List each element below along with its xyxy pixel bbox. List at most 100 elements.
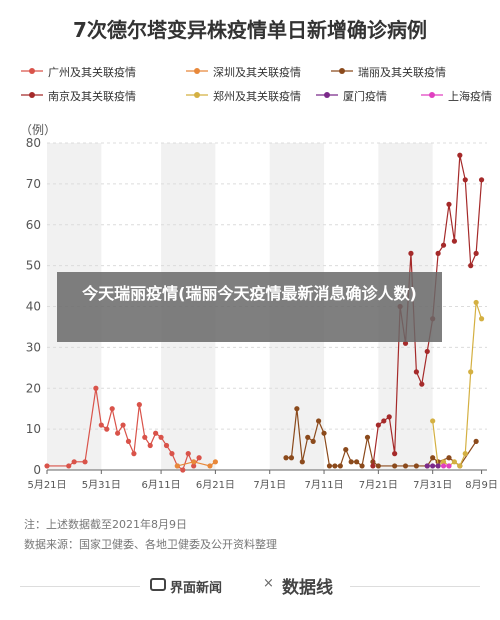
data-point	[207, 463, 213, 469]
legend-label: 南京及其关联疫情	[48, 90, 136, 103]
brand-shujuxian: 数据线	[282, 578, 333, 598]
legend-label: 上海疫情	[448, 90, 492, 103]
data-point	[392, 463, 398, 469]
data-point	[337, 463, 343, 469]
x-tick-label: 7月31日	[413, 479, 452, 491]
data-point	[153, 430, 159, 436]
title-overlay-banner: 今天瑞丽疫情(瑞丽今天疫情最新消息确诊人数)	[57, 272, 442, 342]
data-point	[125, 438, 132, 444]
legend-swatch-icon	[21, 92, 43, 98]
data-point	[169, 451, 175, 457]
x-tick-label: 6月11日	[142, 479, 181, 491]
data-point	[174, 463, 180, 469]
legend-swatch-icon	[186, 68, 208, 74]
data-point	[446, 463, 452, 469]
data-point	[147, 442, 153, 449]
data-point	[435, 463, 441, 469]
y-tick-label: 80	[26, 136, 41, 150]
legend-label: 深圳及其关联疫情	[213, 66, 301, 79]
series-line-4	[432, 302, 483, 468]
data-point	[343, 446, 349, 453]
data-point	[451, 459, 458, 465]
data-point	[115, 430, 121, 436]
data-point	[478, 316, 485, 322]
data-point	[430, 463, 436, 469]
y-tick-label: 30	[26, 340, 41, 354]
data-point	[446, 201, 452, 207]
x-tick-label: 7月11日	[304, 479, 343, 491]
legend-swatch-icon	[21, 68, 43, 74]
data-point	[354, 459, 360, 465]
data-point	[66, 463, 72, 469]
data-point	[451, 238, 458, 244]
chart-title: 7次德尔塔变异株疫情单日新增确诊病例	[73, 18, 427, 42]
x-tick-label: 6月21日	[196, 479, 235, 491]
data-point	[288, 455, 295, 461]
note-deadline: 注：上述数据截至2021年8月9日	[24, 518, 187, 531]
data-point	[185, 451, 191, 457]
data-point	[104, 426, 110, 432]
data-point	[419, 381, 425, 387]
data-point	[413, 369, 419, 375]
y-tick-label: 60	[26, 218, 41, 232]
data-point	[375, 422, 381, 428]
data-point	[402, 463, 409, 469]
legend-swatch-icon	[316, 92, 338, 98]
data-point	[424, 348, 430, 355]
y-tick-label: 40	[26, 300, 41, 314]
data-point	[364, 434, 371, 440]
data-point	[191, 463, 197, 469]
y-tick-label: 20	[26, 381, 41, 395]
brand-logo-icon	[150, 578, 166, 591]
data-point	[326, 463, 333, 469]
data-point	[299, 459, 305, 465]
x-tick-label: 7月1日	[253, 479, 286, 491]
data-point	[413, 463, 419, 469]
x-tick-label: 5月31日	[82, 479, 121, 491]
data-point	[212, 459, 218, 465]
data-point	[462, 451, 468, 457]
x-tick-label: 5月21日	[27, 479, 66, 491]
data-point	[359, 463, 365, 469]
y-tick-label: 50	[26, 259, 41, 273]
data-point	[158, 434, 164, 440]
data-point	[375, 463, 381, 469]
legend-label: 厦门疫情	[343, 90, 387, 103]
data-point	[44, 463, 50, 469]
data-point	[440, 242, 447, 248]
data-point	[457, 152, 463, 158]
data-point	[310, 438, 316, 444]
y-unit-label: （例）	[20, 123, 57, 137]
data-point	[430, 418, 436, 424]
data-point	[446, 455, 452, 461]
legend-swatch-icon	[186, 92, 208, 98]
data-point	[473, 250, 479, 256]
data-point	[478, 177, 485, 183]
y-tick-label: 0	[33, 463, 41, 477]
data-point	[424, 463, 430, 469]
data-point	[332, 463, 338, 469]
footer-divider-right	[350, 586, 480, 587]
note-source: 数据来源：国家卫健委、各地卫健委及公开资料整理	[24, 538, 277, 551]
footer-divider-left	[20, 586, 140, 587]
x-tick-label: 8月9日	[465, 479, 498, 491]
data-point	[294, 406, 300, 412]
legend-swatch-icon	[421, 92, 443, 98]
data-point	[71, 459, 77, 465]
data-point	[462, 177, 468, 183]
footer: 界面新闻 × 数据线	[0, 570, 500, 604]
data-point	[321, 430, 327, 436]
data-point	[82, 459, 88, 465]
data-point	[408, 250, 414, 256]
data-point	[348, 459, 354, 465]
data-point	[196, 455, 202, 461]
data-point	[180, 467, 186, 473]
data-point	[191, 459, 197, 465]
data-point	[473, 438, 479, 444]
legend-label: 郑州及其关联疫情	[213, 90, 301, 103]
data-point	[305, 434, 311, 440]
y-tick-label: 10	[26, 422, 41, 436]
data-point	[386, 414, 392, 420]
